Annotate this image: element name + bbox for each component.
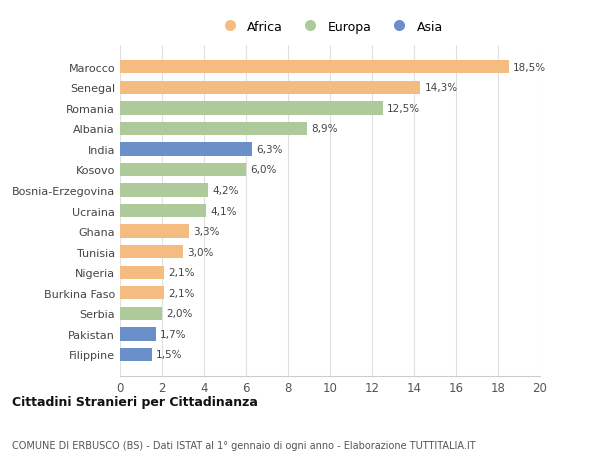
Text: 4,2%: 4,2% <box>212 185 239 196</box>
Bar <box>120 143 252 156</box>
Text: 18,5%: 18,5% <box>513 62 546 73</box>
Bar <box>120 307 162 320</box>
Text: 1,5%: 1,5% <box>156 350 182 360</box>
Text: 2,1%: 2,1% <box>168 288 195 298</box>
Text: Cittadini Stranieri per Cittadinanza: Cittadini Stranieri per Cittadinanza <box>12 396 258 409</box>
Text: 3,3%: 3,3% <box>193 227 220 237</box>
Bar <box>120 225 190 238</box>
Legend: Africa, Europa, Asia: Africa, Europa, Asia <box>212 16 448 39</box>
Text: 14,3%: 14,3% <box>425 83 458 93</box>
Text: 2,0%: 2,0% <box>166 309 193 319</box>
Text: 6,0%: 6,0% <box>250 165 277 175</box>
Text: 8,9%: 8,9% <box>311 124 338 134</box>
Bar <box>120 286 164 300</box>
Bar <box>120 204 206 218</box>
Bar <box>120 266 164 280</box>
Text: 4,1%: 4,1% <box>211 206 237 216</box>
Text: 2,1%: 2,1% <box>168 268 195 278</box>
Text: 1,7%: 1,7% <box>160 329 187 339</box>
Bar <box>120 81 420 95</box>
Bar <box>120 184 208 197</box>
Bar <box>120 61 509 74</box>
Bar <box>120 163 246 177</box>
Bar <box>120 328 156 341</box>
Bar <box>120 246 183 259</box>
Bar <box>120 102 383 115</box>
Bar <box>120 123 307 136</box>
Text: 3,0%: 3,0% <box>187 247 214 257</box>
Text: 12,5%: 12,5% <box>387 104 420 113</box>
Bar <box>120 348 151 361</box>
Text: 6,3%: 6,3% <box>257 145 283 155</box>
Text: COMUNE DI ERBUSCO (BS) - Dati ISTAT al 1° gennaio di ogni anno - Elaborazione TU: COMUNE DI ERBUSCO (BS) - Dati ISTAT al 1… <box>12 440 476 450</box>
